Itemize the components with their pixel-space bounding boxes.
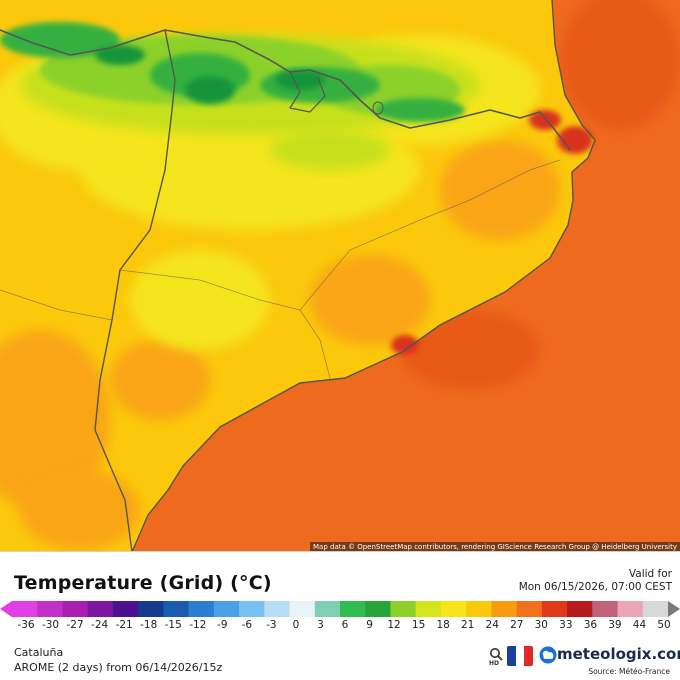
color-scale-cell	[12, 601, 38, 617]
map-attribution[interactable]: Map data © OpenStreetMap contributors, r…	[310, 542, 680, 552]
map-frame-divider	[0, 551, 680, 552]
color-scale-tick-label: 6	[341, 619, 349, 631]
color-scale-cell	[340, 601, 366, 617]
mountain-zones	[0, 22, 480, 170]
andorra-border	[289, 71, 326, 113]
color-scale-tick-label: -9	[217, 619, 228, 631]
province-border	[299, 159, 561, 311]
hd-label: HD	[489, 660, 500, 667]
color-scale-tick-label: 21	[461, 619, 475, 631]
color-scale-tick-label: -36	[17, 619, 35, 631]
color-scale-cell	[163, 601, 190, 617]
color-scale-tick-label: 0	[292, 619, 300, 631]
color-scale-tick-label: -30	[41, 619, 60, 631]
meteologix-logo-icon	[539, 646, 557, 664]
sea-warm-patch	[560, 0, 680, 130]
color-scale-cell	[466, 601, 492, 617]
land-warm-zones	[0, 140, 560, 550]
color-scale-tick-label: -18	[140, 619, 158, 631]
color-scale-tick-label: 12	[387, 619, 401, 631]
color-scale-cell	[138, 601, 164, 617]
color-scale-tick-label: 44	[632, 619, 647, 631]
color-scale-cell	[314, 601, 341, 617]
sea-warm-patch	[400, 310, 540, 390]
color-scale-cell	[390, 601, 417, 617]
color-scale-tick-label: 50	[657, 619, 671, 631]
valid-time: Mon 06/15/2026, 07:00 CEST	[518, 581, 672, 593]
color-scale-tick-label: 18	[436, 619, 450, 631]
province-border	[0, 289, 113, 321]
color-scale-cell	[592, 601, 619, 617]
color-scale-tick-label: 3	[317, 619, 324, 631]
color-scale-cell	[642, 601, 669, 617]
color-scale-cell	[87, 601, 114, 617]
data-source: Source: Météo-France	[588, 667, 670, 676]
chart-title: Temperature (Grid) (°C)	[14, 572, 272, 594]
color-scale-tick-label: -15	[164, 619, 182, 631]
coastal-hot-spots	[391, 110, 593, 355]
aragon-catalonia-border	[94, 29, 176, 552]
color-scale-tick-label: 36	[583, 619, 598, 631]
province-border	[119, 269, 331, 379]
color-scale-cell	[440, 601, 467, 617]
color-scale-tick-label: -27	[66, 619, 84, 631]
scale-arrow-right-icon	[668, 601, 680, 617]
color-scale-bar	[0, 601, 680, 617]
color-scale-tick-label: -21	[115, 619, 133, 631]
color-scale-tick-label: -12	[189, 619, 207, 631]
color-scale-cell	[62, 601, 89, 617]
color-scale-tick-label: -24	[91, 619, 109, 631]
color-scale-cell	[617, 601, 644, 617]
color-scale-cell	[415, 601, 442, 617]
color-scale-cell	[516, 601, 543, 617]
hd-zoom-icon[interactable]	[489, 647, 503, 669]
color-scale-cell	[213, 601, 240, 617]
color-scale-ticks: -36 -30 -27 -24 -21 -18 -15 -12 -9 -6 -3 0 3 6 9 12 15 18…	[0, 619, 680, 633]
brand-name[interactable]: meteologix.com	[557, 645, 680, 663]
color-scale-tick-label: 15	[411, 619, 426, 631]
color-scale-cell	[541, 601, 568, 617]
color-scale-cell	[112, 601, 139, 617]
coastline	[131, 0, 596, 552]
color-scale-tick-label: 9	[366, 619, 373, 631]
color-scale-tick-label: 27	[510, 619, 524, 631]
lake-marker	[372, 101, 384, 115]
region-name: Cataluña	[14, 646, 64, 659]
color-scale-cell	[567, 601, 593, 617]
color-scale-tick-label: -3	[266, 619, 277, 631]
color-scale-tick-label: 33	[559, 619, 573, 631]
color-scale-cell	[239, 601, 265, 617]
color-scale-cell	[365, 601, 392, 617]
model-run-info: AROME (2 days) from 06/14/2026/15z	[14, 661, 223, 674]
color-scale-cell	[491, 601, 518, 617]
color-scale-tick-label: -6	[241, 619, 253, 631]
color-scale-tick-label: 30	[534, 619, 548, 631]
color-scale-cell	[264, 601, 291, 617]
france-spain-border	[0, 29, 571, 151]
scale-arrow-left-icon	[0, 601, 12, 617]
color-scale-cell	[289, 601, 316, 617]
color-scale-cell	[188, 601, 215, 617]
color-scale-cell	[37, 601, 64, 617]
color-scale-tick-label: 24	[485, 619, 499, 631]
map-canvas	[0, 0, 680, 552]
france-flag-icon	[507, 646, 533, 666]
temperature-map[interactable]: Map data © OpenStreetMap contributors, r…	[0, 0, 680, 552]
color-scale-tick-label: 39	[608, 619, 622, 631]
valid-for-label: Valid for	[628, 568, 672, 580]
